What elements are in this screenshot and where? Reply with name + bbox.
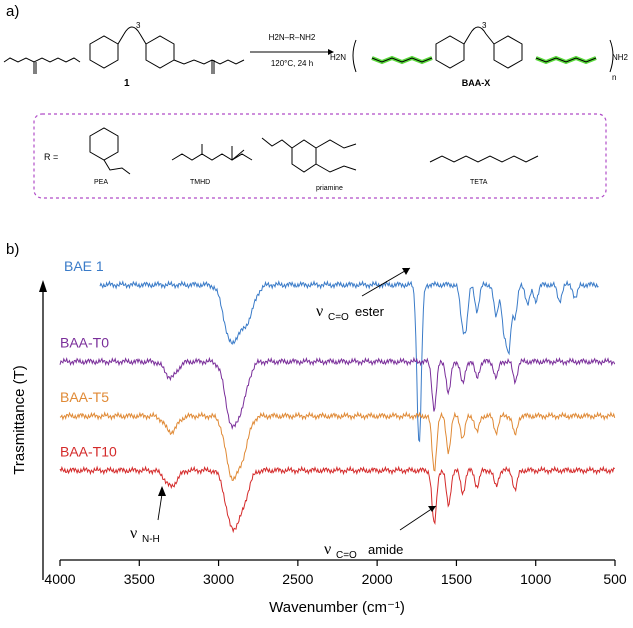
x-tick-label-6: 1000 [520, 571, 551, 587]
x-tick-label-3: 2500 [282, 571, 313, 587]
reactant-subscript: 3 [136, 21, 141, 30]
annotation-ester-text: ester [355, 304, 385, 319]
y-axis-label: Trasmittance (T) [11, 365, 28, 474]
annotation-ester-arrow [361, 267, 411, 297]
spectra [59, 279, 616, 534]
x-ticks: 4000 3500 3000 2500 2000 1500 1000 500 [44, 560, 627, 587]
r-group-structures [89, 127, 539, 175]
r-group-box [33, 113, 607, 199]
annotation-amide-text: amide [368, 542, 403, 557]
x-tick-label-1: 3500 [124, 571, 155, 587]
series-label-1: BAA-T0 [60, 335, 109, 351]
annotation-amide-subscript: C=O [336, 550, 357, 561]
r-group-label-0: PEA [94, 179, 108, 186]
x-tick-label-2: 3000 [203, 571, 234, 587]
product-subscript-n: n [612, 73, 616, 82]
series-line-0 [99, 279, 599, 443]
reagent-label: H2N–R–NH2 [269, 33, 316, 42]
annotation-amide-symbol: ν [324, 541, 331, 558]
r-group-label-2: priamine [316, 185, 343, 192]
series-line-3 [59, 465, 615, 534]
product-end-left: H2N [330, 53, 346, 62]
product-structure [352, 26, 614, 73]
annotation-ester-arrowhead [402, 268, 410, 275]
reaction-arrowhead [328, 49, 334, 55]
compound-number: 1 [124, 78, 130, 89]
product-subscript-3: 3 [482, 21, 487, 30]
y-axis-arrow [39, 280, 47, 292]
x-tick-label-5: 1500 [441, 571, 472, 587]
annotation-ester-subscript: C=O [328, 312, 349, 323]
annotation-nh-subscript: N-H [142, 534, 160, 545]
series-line-1 [59, 356, 616, 430]
annotation-nh-arrowhead [158, 486, 166, 496]
annotation-amide-arrowhead [428, 506, 436, 512]
x-tick-label-7: 500 [603, 571, 627, 587]
x-tick-label-4: 2000 [362, 571, 393, 587]
r-equals-label: R = [44, 152, 58, 162]
product-name: BAA-X [462, 78, 491, 88]
annotation-nh-symbol: ν [130, 525, 137, 542]
x-tick-label-0: 4000 [44, 571, 75, 587]
annotation-amide-arrow [399, 505, 437, 531]
product-end-right: NH2 [612, 53, 629, 62]
series-line-2 [59, 411, 616, 481]
chart-axes [39, 280, 615, 580]
series-labels: BAE 1 BAA-T0 BAA-T5 BAA-T10 [60, 258, 117, 460]
series-label-3: BAA-T10 [60, 443, 117, 459]
r-group-label-3: TETA [470, 179, 488, 186]
reactant-structure [3, 26, 245, 74]
annotation-ester: ν C=O ester [316, 267, 411, 323]
condition-label: 120°C, 24 h [271, 59, 313, 68]
annotation-ester-symbol: ν [316, 303, 323, 320]
x-axis-label: Wavenumber (cm⁻¹) [269, 599, 405, 616]
annotation-nh: ν N-H [130, 486, 166, 545]
annotation-nh-arrow [157, 493, 163, 521]
series-label-0: BAE 1 [64, 258, 104, 274]
annotation-amide: ν C=O amide [324, 505, 437, 561]
panel-a-label: a) [6, 3, 19, 20]
series-label-2: BAA-T5 [60, 389, 109, 405]
panel-b-label: b) [6, 241, 19, 258]
r-group-label-1: TMHD [190, 179, 210, 186]
